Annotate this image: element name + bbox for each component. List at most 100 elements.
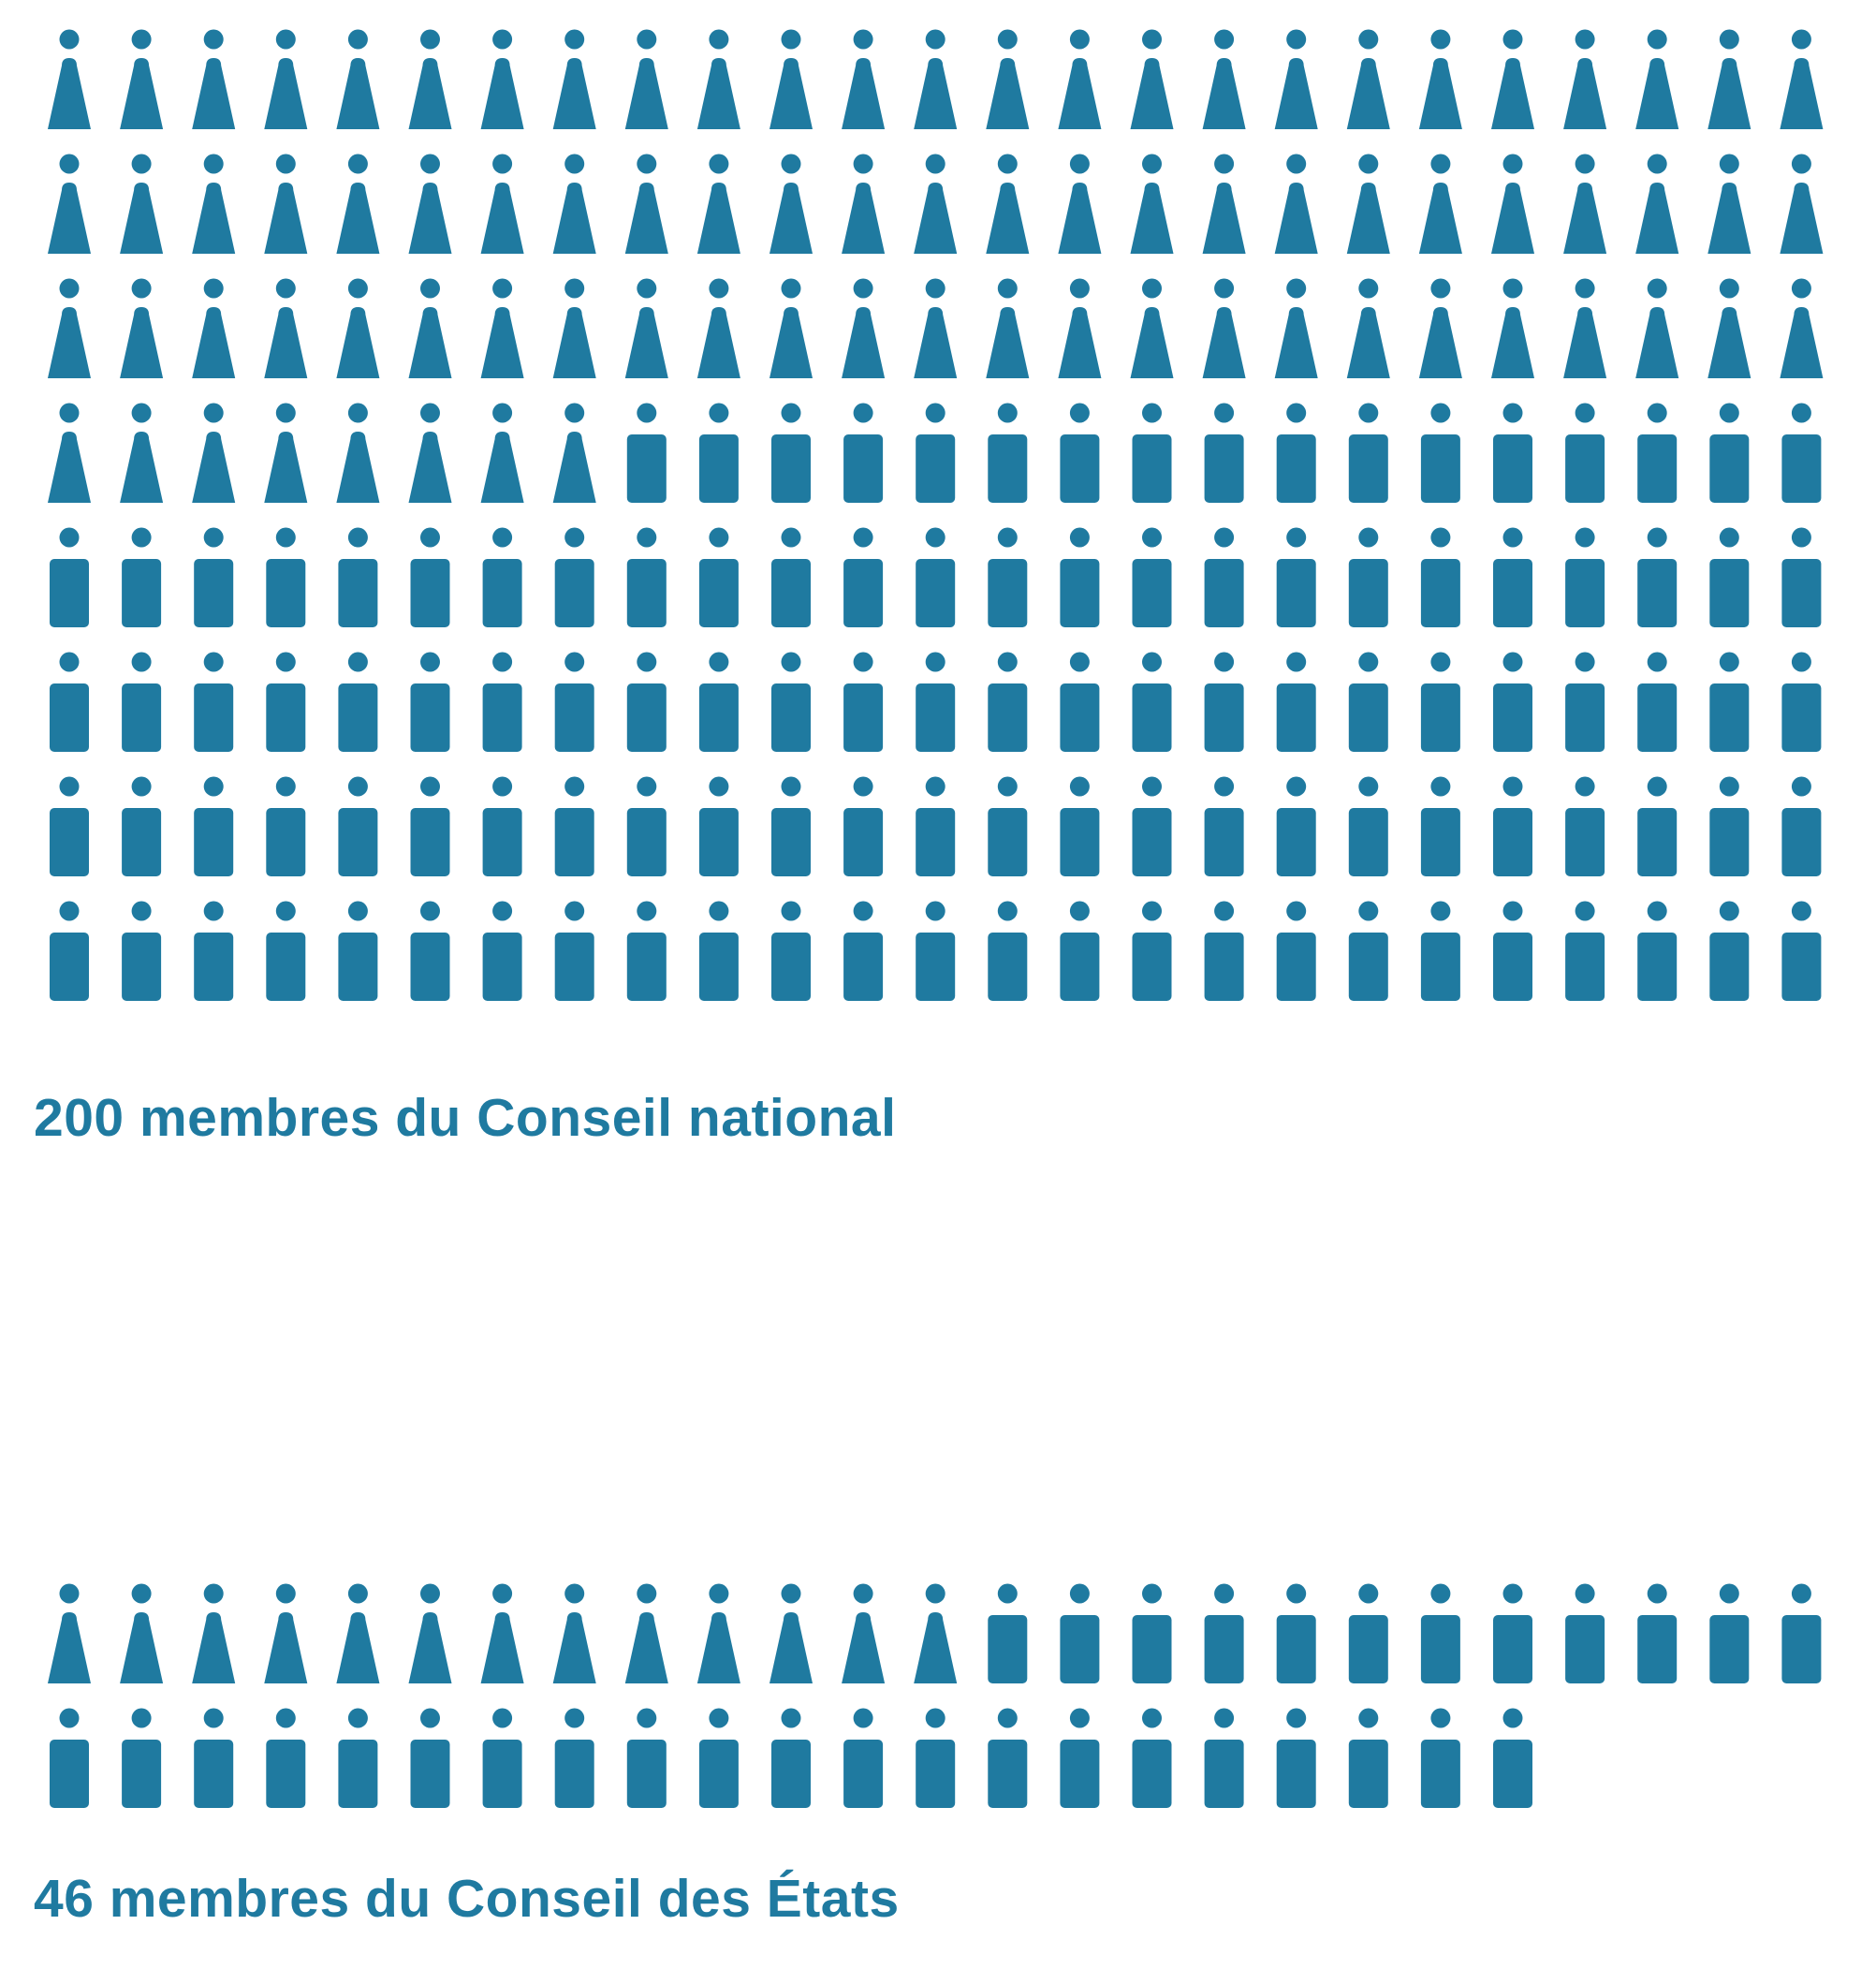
female-person-icon: [1130, 154, 1174, 254]
male-person-icon: [916, 1708, 956, 1808]
male-person-icon: [122, 527, 162, 627]
female-person-icon: [1418, 278, 1462, 378]
male-person-icon: [626, 652, 667, 752]
male-person-icon: [194, 776, 234, 876]
male-person-icon: [1060, 403, 1100, 503]
female-person-icon: [1635, 29, 1679, 129]
male-person-icon: [771, 403, 811, 503]
male-person-icon: [482, 1708, 522, 1808]
male-person-icon: [1565, 652, 1605, 752]
male-person-icon: [1060, 1708, 1100, 1808]
male-person-icon: [1276, 1708, 1316, 1808]
male-person-icon: [1060, 652, 1100, 752]
male-person-icon: [698, 652, 739, 752]
female-person-icon: [48, 1583, 91, 1683]
female-person-icon: [624, 1583, 668, 1683]
male-person-icon: [1276, 403, 1316, 503]
male-person-icon: [338, 652, 378, 752]
female-person-icon: [1635, 278, 1679, 378]
male-person-icon: [1493, 652, 1532, 752]
female-person-icon: [48, 403, 91, 503]
male-person-icon: [916, 901, 956, 1001]
male-person-icon: [1709, 652, 1750, 752]
female-person-icon: [769, 278, 813, 378]
male-person-icon: [1060, 901, 1100, 1001]
male-person-icon: [1493, 527, 1532, 627]
male-person-icon: [698, 403, 739, 503]
female-person-icon: [624, 154, 668, 254]
female-person-icon: [1707, 278, 1751, 378]
male-person-icon: [843, 652, 884, 752]
male-person-icon: [1637, 901, 1678, 1001]
male-person-icon: [698, 901, 739, 1001]
male-person-icon: [988, 901, 1028, 1001]
female-person-icon: [1491, 278, 1534, 378]
female-person-icon: [624, 278, 668, 378]
female-person-icon: [1563, 154, 1607, 254]
male-person-icon: [988, 1583, 1028, 1683]
female-person-icon: [1418, 29, 1462, 129]
male-person-icon: [122, 652, 162, 752]
male-person-icon: [266, 527, 306, 627]
female-person-icon: [480, 403, 524, 503]
male-person-icon: [1565, 901, 1605, 1001]
female-person-icon: [1780, 278, 1824, 378]
female-person-icon: [552, 403, 596, 503]
female-person-icon: [842, 1583, 886, 1683]
female-person-icon: [120, 1583, 164, 1683]
male-person-icon: [698, 776, 739, 876]
conseil-national-pictogram: [48, 29, 1824, 1001]
male-person-icon: [1204, 901, 1244, 1001]
female-person-icon: [1130, 29, 1174, 129]
female-person-icon: [1346, 154, 1390, 254]
male-person-icon: [1709, 403, 1750, 503]
male-person-icon: [1493, 403, 1532, 503]
female-person-icon: [408, 403, 452, 503]
female-person-icon: [1563, 278, 1607, 378]
male-person-icon: [1709, 901, 1750, 1001]
female-person-icon: [696, 1583, 740, 1683]
male-person-icon: [771, 776, 811, 876]
male-person-icon: [1420, 1583, 1460, 1683]
male-person-icon: [843, 527, 884, 627]
male-person-icon: [1276, 652, 1316, 752]
male-person-icon: [410, 527, 450, 627]
male-person-icon: [1276, 901, 1316, 1001]
male-person-icon: [771, 1708, 811, 1808]
male-person-icon: [1420, 527, 1460, 627]
female-person-icon: [48, 154, 91, 254]
male-person-icon: [554, 527, 594, 627]
female-person-icon: [336, 29, 380, 129]
male-person-icon: [1132, 776, 1172, 876]
male-person-icon: [771, 901, 811, 1001]
female-person-icon: [264, 1583, 308, 1683]
female-person-icon: [842, 154, 886, 254]
male-person-icon: [843, 901, 884, 1001]
female-person-icon: [120, 278, 164, 378]
male-person-icon: [698, 527, 739, 627]
male-person-icon: [1348, 901, 1388, 1001]
male-person-icon: [554, 901, 594, 1001]
female-person-icon: [408, 1583, 452, 1683]
male-person-icon: [194, 901, 234, 1001]
male-person-icon: [482, 901, 522, 1001]
male-person-icon: [1060, 1583, 1100, 1683]
male-person-icon: [50, 901, 89, 1001]
female-person-icon: [1491, 154, 1534, 254]
male-person-icon: [194, 1708, 234, 1808]
female-person-icon: [696, 278, 740, 378]
male-person-icon: [194, 652, 234, 752]
female-person-icon: [264, 278, 308, 378]
female-person-icon: [1563, 29, 1607, 129]
male-person-icon: [338, 527, 378, 627]
male-person-icon: [1276, 1583, 1316, 1683]
female-person-icon: [1274, 278, 1318, 378]
female-person-icon: [1707, 29, 1751, 129]
male-person-icon: [1420, 776, 1460, 876]
male-person-icon: [122, 1708, 162, 1808]
male-person-icon: [1637, 403, 1678, 503]
male-person-icon: [482, 527, 522, 627]
male-person-icon: [1420, 1708, 1460, 1808]
female-person-icon: [1058, 154, 1102, 254]
female-person-icon: [986, 29, 1030, 129]
